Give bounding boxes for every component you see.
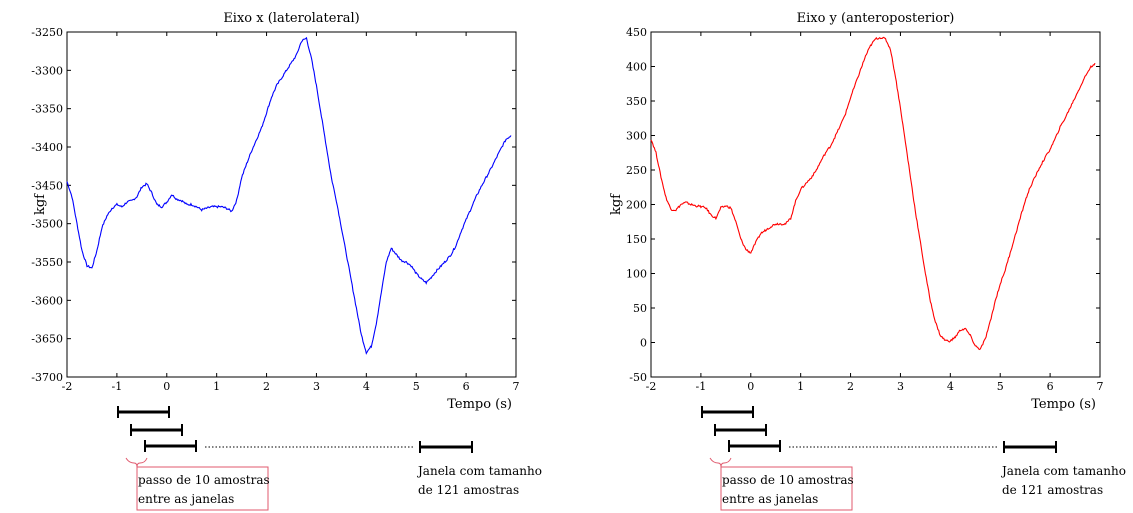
x-tick-label: -1: [696, 380, 707, 393]
x-tick-label: 0: [163, 380, 170, 393]
x-tick-label: 7: [1097, 380, 1104, 393]
x-axis-label: Tempo (s): [1031, 397, 1096, 412]
x-tick-label: 0: [747, 380, 754, 393]
y-tick-label: -3300: [31, 64, 63, 77]
x-axis-label: Tempo (s): [447, 397, 512, 412]
y-tick-label: -3350: [31, 103, 63, 116]
y-tick-label: -3450: [31, 179, 63, 192]
chart-panel-x-axis: Eixo x (laterolateral) -2 -1 0 1 2 3 4 5 6 7 -3700 -…: [31, 11, 542, 511]
y-tick-label: -3550: [31, 256, 63, 269]
x-tick-label: 3: [897, 380, 904, 393]
step-annotation-line2: entre as janelas: [138, 492, 234, 506]
x-tick-label: 5: [413, 380, 420, 393]
y-tick-label: 300: [626, 130, 647, 143]
y-tick-label: 150: [626, 233, 647, 246]
y-tick-label: 50: [633, 302, 647, 315]
window-annotation-line1: Janela com tamanho: [416, 464, 542, 478]
x-tick-label: -1: [112, 380, 123, 393]
step-annotation-line2: entre as janelas: [722, 492, 818, 506]
x-tick-label: 2: [263, 380, 270, 393]
y-tick-label: -3500: [31, 218, 63, 231]
x-tick-label: 6: [463, 380, 470, 393]
plot-area-frame: [650, 31, 1101, 378]
y-axis-label: kgf: [609, 193, 624, 215]
x-tick-label: 7: [513, 380, 520, 393]
data-series-line: [66, 36, 512, 355]
y-tick-label: -3250: [31, 26, 63, 39]
y-tick-label: -50: [629, 371, 647, 384]
y-tick-label: 450: [626, 26, 647, 39]
x-tick-label: 2: [847, 380, 854, 393]
step-brace: [125, 457, 148, 468]
step-annotation-box: [720, 466, 853, 511]
y-tick-label: 350: [626, 95, 647, 108]
x-tick-label: 4: [363, 380, 370, 393]
y-tick-label: -3400: [31, 141, 63, 154]
y-tick-label: -3650: [31, 333, 63, 346]
x-tick-label: -2: [646, 380, 657, 393]
window-annotation-line1: Janela com tamanho: [1000, 464, 1126, 478]
x-tick-label: 1: [797, 380, 804, 393]
chart-panel-y-axis: Eixo y (anteroposterior) -2 -1 0 1 2 3 4 5 6 7 -50 0…: [609, 11, 1126, 511]
step-annotation-line1: passo de 10 amostras: [138, 473, 270, 487]
data-series-line: [650, 36, 1096, 351]
y-tick-label: -3700: [31, 371, 63, 384]
x-tick-label: 6: [1047, 380, 1054, 393]
y-tick-label: 100: [626, 268, 647, 281]
x-tick-label: 1: [213, 380, 220, 393]
step-brace: [709, 457, 732, 468]
step-annotation-box: [136, 466, 269, 511]
y-tick-label: -3600: [31, 294, 63, 307]
y-tick-label: 400: [626, 61, 647, 74]
y-axis-label: kgf: [33, 193, 48, 215]
step-annotation-line1: passo de 10 amostras: [722, 473, 854, 487]
y-tick-label: 250: [626, 164, 647, 177]
y-tick-label: 200: [626, 199, 647, 212]
x-tick-label: 3: [313, 380, 320, 393]
window-annotation-line2: de 121 amostras: [418, 483, 519, 497]
x-tick-label: -2: [62, 380, 73, 393]
chart-title: Eixo y (anteroposterior): [797, 11, 955, 26]
x-tick-label: 5: [997, 380, 1004, 393]
chart-title: Eixo x (laterolateral): [223, 11, 359, 26]
y-tick-label: 0: [640, 337, 647, 350]
window-annotation-line2: de 121 amostras: [1002, 483, 1103, 497]
x-tick-label: 4: [947, 380, 954, 393]
plot-area-frame: [66, 31, 517, 378]
